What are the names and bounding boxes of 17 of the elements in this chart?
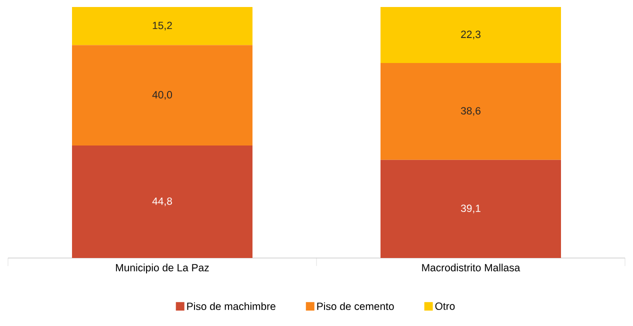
- bar: [380, 6, 561, 63]
- bar: [72, 6, 252, 46]
- data-label: 38,6: [460, 107, 480, 116]
- bar: [380, 62, 561, 160]
- data-label: 40,0: [152, 91, 172, 100]
- data-label: 44,8: [152, 197, 172, 206]
- data-label: 22,3: [461, 30, 480, 40]
- data-label: 39,1: [460, 204, 480, 214]
- legend-label: Piso de machimbre: [187, 302, 276, 310]
- bar: [72, 146, 252, 258]
- legend-label: Otro: [435, 302, 455, 310]
- legend-label: Piso de cemento: [317, 302, 394, 310]
- x-tick-label: Macrodistrito Mallasa: [422, 264, 520, 272]
- bar: [380, 160, 561, 258]
- data-label: 15,2: [152, 22, 172, 30]
- bar: [72, 45, 252, 146]
- x-tick-label: Municipio de La Paz: [116, 264, 209, 274]
